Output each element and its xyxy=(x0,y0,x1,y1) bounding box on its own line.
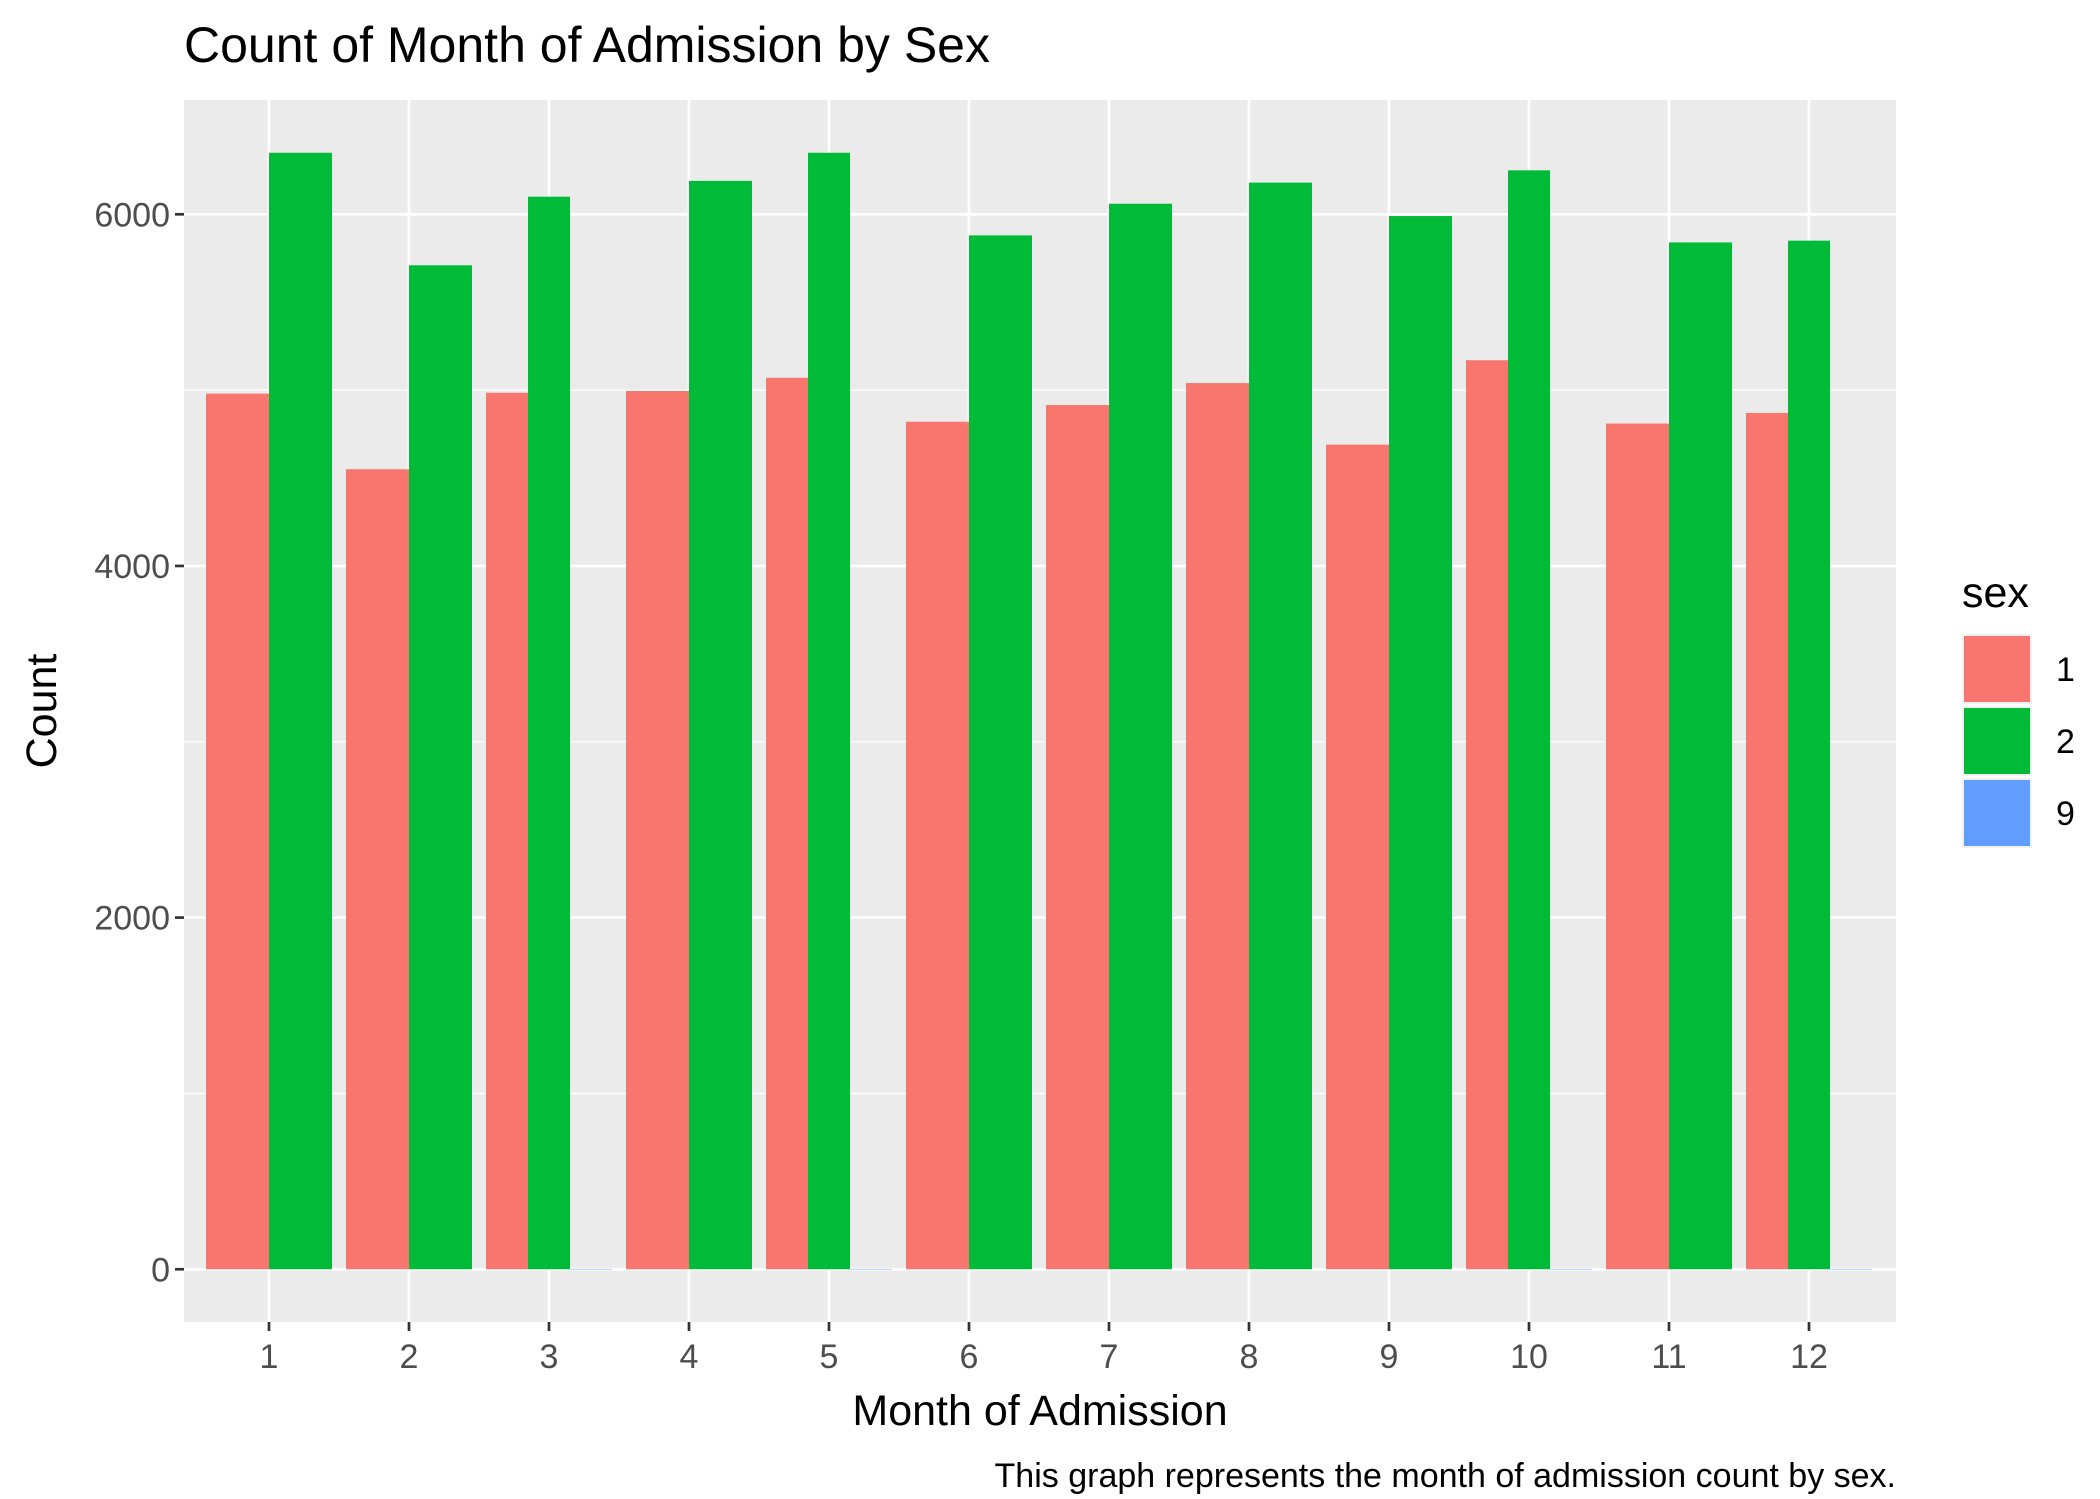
x-tick-label: 6 xyxy=(960,1338,979,1376)
bar xyxy=(570,1268,612,1270)
y-tick-label: 2000 xyxy=(94,900,170,938)
x-tick-label: 11 xyxy=(1651,1338,1686,1376)
legend-label: 1 xyxy=(2056,651,2075,689)
bar xyxy=(850,1268,892,1270)
bar xyxy=(1606,423,1669,1270)
bar xyxy=(1186,383,1249,1270)
bar xyxy=(969,235,1032,1270)
legend-key xyxy=(1964,636,2030,702)
bars xyxy=(206,152,1872,1270)
bar xyxy=(206,393,269,1270)
x-tick-label: 2 xyxy=(400,1338,419,1376)
legend-key xyxy=(1964,780,2030,846)
bar xyxy=(486,392,528,1270)
legend-title: sex xyxy=(1962,569,2029,617)
bar xyxy=(1788,240,1830,1270)
x-tick-label: 12 xyxy=(1790,1338,1828,1376)
caption: This graph represents the month of admis… xyxy=(995,1457,1896,1495)
y-tick-label: 4000 xyxy=(94,548,170,586)
legend-label: 2 xyxy=(2056,723,2075,761)
chart-title: Count of Month of Admission by Sex xyxy=(184,17,990,73)
x-tick-label: 8 xyxy=(1240,1338,1259,1376)
bar xyxy=(269,152,332,1270)
bar xyxy=(1046,405,1109,1270)
bar xyxy=(346,469,409,1270)
legend-key xyxy=(1964,708,2030,774)
bar xyxy=(906,421,969,1270)
x-tick-label: 5 xyxy=(820,1338,839,1376)
x-axis-title: Month of Admission xyxy=(852,1387,1227,1435)
x-tick-label: 3 xyxy=(540,1338,559,1376)
y-tick-label: 6000 xyxy=(94,196,170,234)
x-tick-label: 9 xyxy=(1380,1338,1399,1376)
bar xyxy=(689,180,752,1270)
bar xyxy=(528,196,570,1270)
bar xyxy=(1830,1268,1872,1270)
bar xyxy=(1326,444,1389,1270)
x-tick-label: 4 xyxy=(680,1338,699,1376)
x-axis: 1 2 3 4 5 6 7 8 9 10 11 12 xyxy=(260,1322,1828,1376)
legend: sex 1 2 9 xyxy=(1962,569,2075,848)
bar xyxy=(808,152,850,1270)
bar xyxy=(1669,242,1732,1270)
bar xyxy=(1389,216,1452,1270)
bar xyxy=(1466,360,1508,1270)
bar xyxy=(1550,1268,1592,1270)
bar xyxy=(1508,170,1550,1270)
bar xyxy=(766,377,808,1270)
y-axis-title: Count xyxy=(18,654,66,769)
bar xyxy=(1109,203,1172,1270)
legend-label: 9 xyxy=(2056,795,2075,833)
bar xyxy=(409,265,472,1270)
y-tick-label: 0 xyxy=(151,1251,170,1289)
x-tick-label: 7 xyxy=(1100,1338,1119,1376)
y-axis: 0 2000 4000 6000 xyxy=(94,196,184,1289)
bar xyxy=(1746,412,1788,1270)
bar xyxy=(1249,182,1312,1270)
x-tick-label: 10 xyxy=(1510,1338,1548,1376)
bar xyxy=(626,390,689,1270)
x-tick-label: 1 xyxy=(260,1338,279,1376)
